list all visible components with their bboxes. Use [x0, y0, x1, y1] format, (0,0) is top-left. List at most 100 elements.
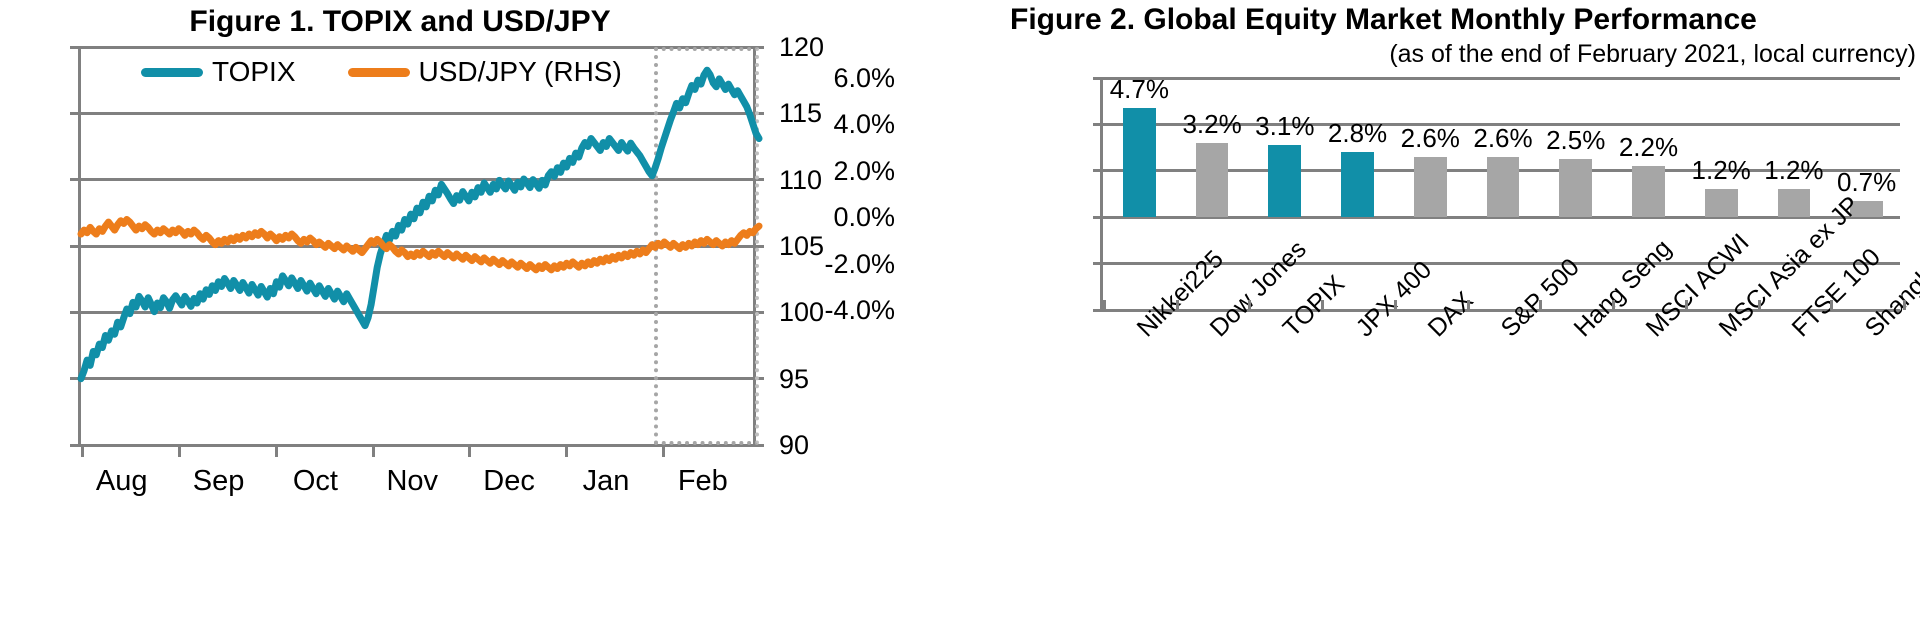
bar[interactable]	[1632, 166, 1665, 218]
bar-value-label: 2.5%	[1546, 125, 1606, 156]
bar[interactable]	[1341, 152, 1374, 218]
legend-label: TOPIX	[212, 56, 296, 87]
x-axis-tick-label: Feb	[677, 465, 728, 497]
bar[interactable]	[1486, 156, 1520, 218]
left-axis-tick-mark	[70, 244, 81, 248]
y-axis-tick-label: -2.0%	[824, 248, 895, 279]
bar-value-label: 0.7%	[1836, 166, 1897, 197]
x-axis-tick-mark	[371, 445, 375, 457]
gridline	[81, 45, 753, 49]
right-axis-tick-label: 100	[779, 297, 825, 328]
series-line-topix	[77, 66, 763, 383]
y-axis-tick-mark	[1093, 308, 1103, 312]
gridline	[81, 443, 753, 447]
figure-2-panel: Figure 2. Global Equity Market Monthly P…	[824, 0, 1920, 620]
x-axis-tick-label: Oct	[292, 465, 338, 497]
bar-value-label: 2.6%	[1473, 122, 1533, 153]
bar-value-label: 3.2%	[1182, 108, 1242, 139]
bar[interactable]	[1559, 159, 1593, 218]
x-axis-tick-mark	[1103, 300, 1106, 310]
right-axis-tick-label: 90	[779, 430, 810, 460]
x-axis-tick-mark	[274, 445, 278, 457]
x-axis-tick-mark	[1175, 300, 1179, 310]
bar-value-label: 2.8%	[1327, 118, 1388, 149]
legend-swatch-icon	[347, 67, 410, 77]
series-line-usd-jpy	[77, 215, 763, 274]
right-axis-tick-label: 115	[779, 98, 823, 129]
bar[interactable]	[1413, 156, 1447, 218]
bar[interactable]	[1268, 145, 1302, 218]
bar[interactable]	[1123, 108, 1156, 218]
bar[interactable]	[1195, 142, 1229, 218]
bar[interactable]	[1704, 189, 1738, 218]
left-axis-tick-mark	[70, 45, 81, 49]
y-axis-tick-mark	[1093, 262, 1103, 266]
figure-1-plot-area: 2,0001,9001,8001,7001,6001,5001,400 1201…	[70, 34, 824, 496]
bar-value-label: 2.2%	[1618, 132, 1679, 163]
right-axis-tick-mark	[753, 443, 764, 447]
figure-2-bars: 4.7% 3.2% 3.1% 2.8% 2.6% 2.6% 2.5% 2.2% 1.2% 1.2%…	[1103, 74, 1900, 310]
figure-1-panel: Figure 1. TOPIX and USD/JPY 2,0001,9001,…	[70, 5, 824, 496]
right-axis-tick-label: 110	[779, 164, 823, 195]
x-axis-tick-mark	[1393, 300, 1397, 310]
y-axis-tick-label: 4.0%	[833, 109, 895, 140]
figure-2-subtitle: (as of the end of February 2021, local c…	[1389, 40, 1916, 68]
gridline	[81, 310, 753, 314]
x-axis-tick-mark	[1757, 300, 1761, 310]
bar-value-label: 1.2%	[1691, 155, 1751, 186]
x-axis-tick-mark	[1612, 300, 1616, 310]
bar[interactable]	[1850, 200, 1883, 218]
legend-item[interactable]: USD/JPY (RHS)	[347, 56, 622, 88]
y-axis-tick-label: 0.0%	[833, 202, 895, 233]
y-axis-tick-mark	[1093, 215, 1103, 219]
left-axis-tick-mark	[70, 443, 81, 447]
gridline	[1103, 308, 1900, 312]
figure-2-title: Figure 2. Global Equity Market Monthly P…	[1010, 3, 1757, 36]
y-axis-tick-mark	[1093, 169, 1103, 173]
gridline	[1103, 262, 1900, 266]
right-axis-tick-label: 120	[779, 32, 825, 62]
left-axis-tick-mark	[70, 111, 81, 115]
x-axis-tick-mark	[662, 445, 666, 457]
left-axis-tick-mark	[70, 377, 81, 381]
gridline	[1103, 122, 1900, 126]
figure-1-title: Figure 1. TOPIX and USD/JPY	[189, 5, 611, 38]
right-axis-tick-label: 105	[779, 231, 825, 261]
x-axis-tick-mark	[1466, 300, 1470, 310]
x-axis-tick-label: Sep	[192, 465, 245, 497]
bar-value-label: 4.7%	[1109, 74, 1169, 105]
gridline	[81, 178, 753, 182]
bar-value-label: 1.2%	[1764, 155, 1824, 186]
x-axis-tick-mark	[177, 445, 181, 457]
x-axis-tick-mark	[1539, 300, 1543, 310]
x-axis-tick-mark	[1684, 300, 1688, 310]
left-axis-tick-mark	[70, 310, 81, 314]
figure-2-plot-area: 6.0% 4.0% 2.0% 0.0% -2.0% -4.0% 4.7% 3.2% 3.1% 2…	[824, 65, 1920, 343]
legend-label: USD/JPY (RHS)	[418, 56, 622, 87]
figure-1-series-svg	[77, 66, 763, 383]
gridline	[81, 111, 753, 115]
right-axis-tick-label: 95	[779, 363, 810, 394]
y-axis-tick-label: -4.0%	[824, 295, 895, 325]
y-axis-tick-label: 2.0%	[833, 155, 895, 186]
bar-value-label: 2.6%	[1400, 122, 1460, 153]
gridline	[81, 377, 753, 381]
x-axis-tick-mark	[565, 445, 569, 457]
x-axis-tick-mark	[1321, 300, 1325, 310]
gridline	[1103, 76, 1900, 80]
left-axis-tick-mark	[70, 178, 81, 182]
gridline	[81, 244, 753, 248]
legend-swatch-icon	[141, 67, 203, 77]
x-axis-tick-label: Aug	[95, 465, 148, 497]
x-axis-tick-mark	[468, 445, 472, 457]
x-axis-tick-mark	[1903, 300, 1906, 310]
y-axis-tick-label: 6.0%	[833, 63, 895, 93]
x-axis-tick-mark	[1830, 300, 1834, 310]
legend-item[interactable]: TOPIX	[141, 56, 296, 88]
figure-1-legend: TOPIX USD/JPY (RHS)	[141, 56, 622, 88]
x-axis-tick-label: Nov	[386, 465, 439, 497]
x-axis-tick-mark	[81, 445, 84, 457]
y-axis-tick-mark	[1093, 76, 1103, 80]
bar[interactable]	[1777, 189, 1811, 218]
